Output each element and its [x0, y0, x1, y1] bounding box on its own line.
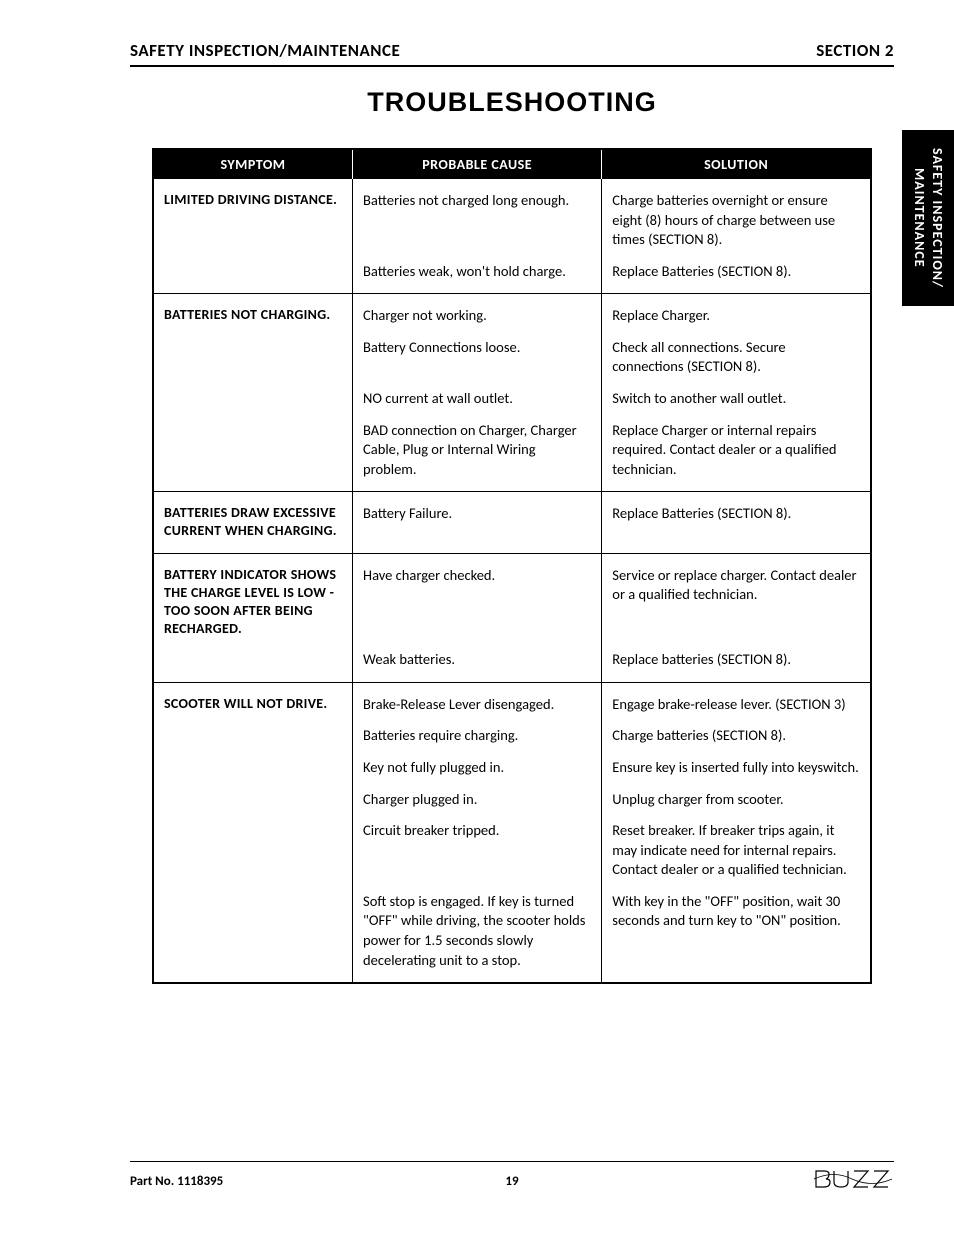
table-row: Circuit breaker tripped.Reset breaker. I…	[153, 815, 871, 886]
cell-symptom: LIMITED DRIVING DISTANCE.	[153, 179, 353, 256]
cell-cause: Batteries not charged long enough.	[353, 179, 602, 256]
cell-cause: Charger not working.	[353, 294, 602, 332]
footer-page-number: 19	[505, 1174, 518, 1189]
footer-part-number: Part No. 1118395	[130, 1174, 223, 1189]
table-row: BATTERIES DRAW EXCESSIVE CURRENT WHEN CH…	[153, 492, 871, 553]
troubleshooting-table: SYMPTOM PROBABLE CAUSE SOLUTION LIMITED …	[152, 148, 872, 984]
cell-symptom	[153, 256, 353, 294]
cell-cause: Weak batteries.	[353, 644, 602, 682]
page-footer: Part No. 1118395 19	[130, 1161, 894, 1195]
cell-cause: Charger plugged in.	[353, 784, 602, 816]
table-row: Charger plugged in.Unplug charger from s…	[153, 784, 871, 816]
cell-solution: Switch to another wall outlet.	[602, 383, 871, 415]
cell-symptom: BATTERY INDICATOR SHOWS THE CHARGE LEVEL…	[153, 553, 353, 644]
col-header-symptom: SYMPTOM	[153, 149, 353, 179]
cell-cause: BAD connection on Charger, Charger Cable…	[353, 415, 602, 492]
cell-solution: Reset breaker. If breaker trips again, i…	[602, 815, 871, 886]
cell-solution: Engage brake-release lever. (SECTION 3)	[602, 682, 871, 720]
cell-symptom	[153, 752, 353, 784]
header-section-number: SECTION 2	[816, 40, 894, 61]
cell-cause: Soft stop is engaged. If key is turned "…	[353, 886, 602, 983]
table-row: BATTERIES NOT CHARGING. Charger not worki…	[153, 294, 871, 332]
table-row: NO current at wall outlet.Switch to anot…	[153, 383, 871, 415]
table-row: Battery Connections loose.Check all conn…	[153, 332, 871, 383]
cell-symptom	[153, 886, 353, 983]
cell-solution: Replace Batteries (SECTION 8).	[602, 492, 871, 553]
symptom-text: SCOOTER WILL NOT DRIVE.	[164, 695, 342, 713]
cell-solution: Replace batteries (SECTION 8).	[602, 644, 871, 682]
table-row: LIMITED DRIVING DISTANCE. Batteries not c…	[153, 179, 871, 256]
table-header-row: SYMPTOM PROBABLE CAUSE SOLUTION	[153, 149, 871, 179]
symptom-text: BATTERIES NOT CHARGING.	[164, 306, 342, 324]
cell-solution: Unplug charger from scooter.	[602, 784, 871, 816]
cell-solution: Replace Charger or internal repairs requ…	[602, 415, 871, 492]
cell-symptom	[153, 784, 353, 816]
cell-cause: Batteries weak, won't hold charge.	[353, 256, 602, 294]
side-tab-line2: MAINTENANCE	[911, 168, 928, 268]
symptom-text: BATTERY INDICATOR SHOWS THE CHARGE LEVEL…	[164, 566, 342, 639]
table-row: BATTERY INDICATOR SHOWS THE CHARGE LEVEL…	[153, 553, 871, 644]
page-header: SAFETY INSPECTION/MAINTENANCE SECTION 2	[130, 40, 894, 67]
cell-solution: Charge batteries overnight or ensure eig…	[602, 179, 871, 256]
cell-solution: Service or replace charger. Contact deal…	[602, 553, 871, 644]
cell-symptom	[153, 415, 353, 492]
table-row: BAD connection on Charger, Charger Cable…	[153, 415, 871, 492]
table-row: Batteries weak, won't hold charge.Replac…	[153, 256, 871, 294]
page-title: TROUBLESHOOTING	[130, 87, 894, 118]
table-row: Soft stop is engaged. If key is turned "…	[153, 886, 871, 983]
cell-solution: Replace Batteries (SECTION 8).	[602, 256, 871, 294]
cell-solution: Check all connections. Secure connection…	[602, 332, 871, 383]
cell-symptom	[153, 644, 353, 682]
cell-cause: NO current at wall outlet.	[353, 383, 602, 415]
header-section-title: SAFETY INSPECTION/MAINTENANCE	[130, 40, 400, 61]
cell-cause: Circuit breaker tripped.	[353, 815, 602, 886]
table-row: Weak batteries.Replace batteries (SECTIO…	[153, 644, 871, 682]
cell-symptom	[153, 815, 353, 886]
symptom-text: BATTERIES DRAW EXCESSIVE CURRENT WHEN CH…	[164, 504, 342, 540]
side-tab: SAFETY INSPECTION/ MAINTENANCE	[902, 130, 954, 306]
cell-symptom: BATTERIES NOT CHARGING.	[153, 294, 353, 332]
table-row: Batteries require charging.Charge batter…	[153, 720, 871, 752]
cell-solution: Ensure key is inserted fully into keyswi…	[602, 752, 871, 784]
table-row: SCOOTER WILL NOT DRIVE. Brake-Release Lev…	[153, 682, 871, 720]
footer-logo	[814, 1168, 894, 1195]
table-row: Key not fully plugged in.Ensure key is i…	[153, 752, 871, 784]
cell-solution: Charge batteries (SECTION 8).	[602, 720, 871, 752]
cell-cause: Batteries require charging.	[353, 720, 602, 752]
cell-symptom: SCOOTER WILL NOT DRIVE.	[153, 682, 353, 720]
col-header-solution: SOLUTION	[602, 149, 871, 179]
cell-symptom	[153, 332, 353, 383]
cell-solution: With key in the "OFF" position, wait 30 …	[602, 886, 871, 983]
cell-symptom	[153, 383, 353, 415]
cell-cause: Brake-Release Lever disengaged.	[353, 682, 602, 720]
side-tab-line1: SAFETY INSPECTION/	[929, 148, 946, 288]
cell-cause: Have charger checked.	[353, 553, 602, 644]
cell-cause: Battery Failure.	[353, 492, 602, 553]
cell-cause: Battery Connections loose.	[353, 332, 602, 383]
cell-solution: Replace Charger.	[602, 294, 871, 332]
col-header-cause: PROBABLE CAUSE	[353, 149, 602, 179]
cell-symptom	[153, 720, 353, 752]
cell-cause: Key not fully plugged in.	[353, 752, 602, 784]
cell-symptom: BATTERIES DRAW EXCESSIVE CURRENT WHEN CH…	[153, 492, 353, 553]
symptom-text: LIMITED DRIVING DISTANCE.	[164, 191, 342, 209]
